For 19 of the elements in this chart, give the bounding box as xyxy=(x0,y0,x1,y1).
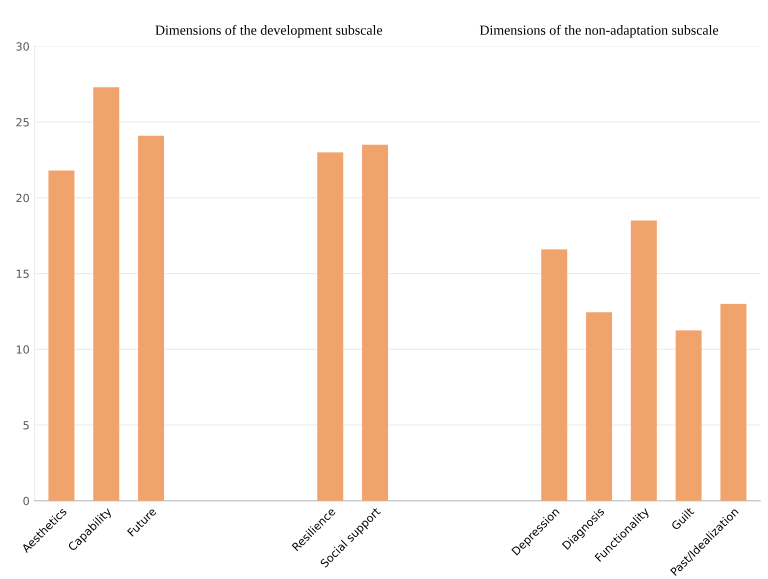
bar xyxy=(586,312,612,501)
y-tick-label: 5 xyxy=(23,421,29,430)
y-tick-label: 20 xyxy=(16,194,29,202)
text: Dimensions of the non-adaptation subscale xyxy=(480,24,718,38)
y-tick-label: 25 xyxy=(16,118,29,126)
bar xyxy=(676,330,702,501)
bar xyxy=(93,87,120,501)
bar xyxy=(362,144,388,501)
y-tick-label: 30 xyxy=(16,42,29,51)
bar xyxy=(48,170,74,501)
bar xyxy=(138,136,164,501)
bar xyxy=(720,304,746,501)
bar xyxy=(541,249,568,501)
bar xyxy=(630,220,657,501)
y-tick-label: 15 xyxy=(16,270,29,278)
text: Dimensions of the development subscale xyxy=(155,24,382,38)
bar xyxy=(317,152,344,501)
y-tick-label: 10 xyxy=(16,345,29,354)
y-tick-label: 0 xyxy=(23,496,29,506)
